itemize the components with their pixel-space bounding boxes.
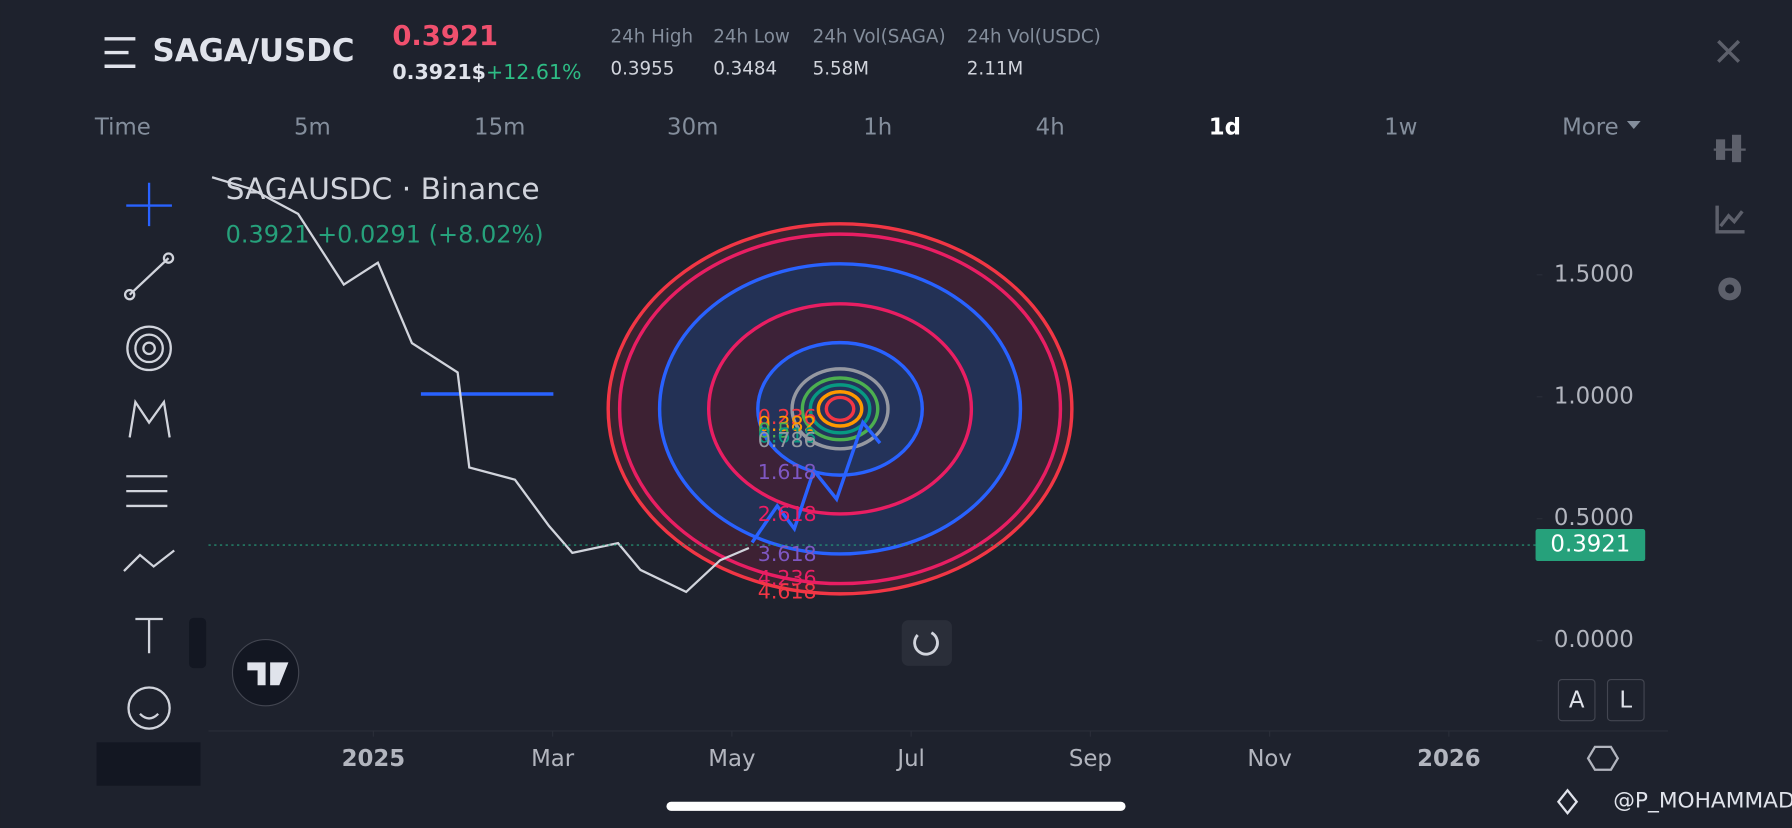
last-price-tag bbox=[1535, 529, 1646, 562]
scale-button[interactable] bbox=[1557, 678, 1596, 722]
x-tick-label: Mar bbox=[531, 746, 575, 772]
fib-label: 4.236 bbox=[758, 566, 817, 590]
x-tick-label: Sep bbox=[1069, 746, 1112, 772]
pattern-line bbox=[750, 419, 882, 544]
price-line bbox=[211, 176, 750, 594]
toolbar[interactable] bbox=[123, 182, 175, 730]
chart-subtitle: 0.3921 +0.0291 (+8.02%) bbox=[226, 220, 544, 248]
y-tick-label: 1.5000 bbox=[1554, 261, 1634, 287]
stat-label: 24h Low bbox=[713, 27, 790, 48]
stat-label: 24h Vol(USDC) bbox=[967, 27, 1101, 48]
scale-button-label: A bbox=[1569, 688, 1585, 714]
fib-label: 2.618 bbox=[758, 502, 817, 526]
stat-label: 24h Vol(SAGA) bbox=[813, 27, 946, 48]
timeframe-tab[interactable]: 30m bbox=[667, 114, 718, 140]
y-tick-label: 1.0000 bbox=[1554, 383, 1634, 409]
timeframe-tab[interactable]: More bbox=[1562, 114, 1619, 140]
close-button[interactable] bbox=[1717, 39, 1741, 63]
timeframe-tab[interactable]: 1d bbox=[1209, 114, 1241, 140]
reset-button[interactable] bbox=[901, 620, 952, 666]
fib-label: 0.5 bbox=[758, 419, 791, 443]
timeframe-tab[interactable]: 1h bbox=[863, 114, 892, 140]
reset-icon bbox=[913, 631, 939, 656]
fib-label: 3.618 bbox=[758, 542, 817, 566]
fib-label: 0.618 bbox=[758, 423, 817, 447]
stat-value: 5.58M bbox=[813, 59, 869, 80]
watermark: @P_MOHAMMAD bbox=[1613, 789, 1792, 814]
pair-title: SAGA/USDC bbox=[153, 33, 355, 69]
fib-label: 0.382 bbox=[758, 412, 817, 436]
timeframe-tab[interactable]: 15m bbox=[474, 114, 525, 140]
fib-label: 0.236 bbox=[758, 405, 817, 429]
more-arrow bbox=[1626, 121, 1641, 130]
scale-button[interactable] bbox=[1606, 678, 1645, 722]
collapse-toolbar[interactable] bbox=[189, 617, 207, 669]
settings-icon[interactable] bbox=[1586, 745, 1620, 771]
scale-button-label: L bbox=[1619, 688, 1632, 714]
menu-icon[interactable] bbox=[104, 37, 136, 68]
price-usd: 0.3921$ bbox=[392, 60, 486, 84]
fib-label: 0.786 bbox=[758, 428, 817, 452]
stat-value: 2.11M bbox=[967, 59, 1023, 80]
tv-logo[interactable] bbox=[231, 638, 300, 707]
right-icons[interactable] bbox=[1713, 134, 1746, 301]
x-tick-label: 2025 bbox=[342, 746, 406, 772]
timeframe-tab[interactable]: 1w bbox=[1384, 114, 1417, 140]
timeframe-tab: Time bbox=[94, 114, 151, 140]
x-tick-label: May bbox=[708, 746, 755, 772]
fib-circles bbox=[606, 222, 1074, 596]
price: 0.3921 bbox=[392, 21, 498, 52]
last-price-label: 0.3921 bbox=[1550, 532, 1630, 558]
change: +12.61% bbox=[486, 60, 582, 84]
y-tick-label: 0.0000 bbox=[1554, 627, 1634, 653]
stat-label: 24h High bbox=[610, 27, 693, 48]
x-tick-label: Jul bbox=[895, 746, 925, 772]
stat-value: 0.3484 bbox=[713, 59, 777, 80]
stat-value: 0.3955 bbox=[610, 59, 674, 80]
timeframe-tab[interactable]: 5m bbox=[294, 114, 331, 140]
fib-label: 1.618 bbox=[758, 460, 817, 484]
chart-title: SAGAUSDC · Binance bbox=[226, 172, 540, 207]
home-indicator bbox=[666, 801, 1126, 811]
y-tick-label: 0.5000 bbox=[1554, 505, 1634, 531]
timeframe-tab[interactable]: 4h bbox=[1036, 114, 1065, 140]
fib-label: 4.618 bbox=[758, 580, 817, 604]
toolbar-footer bbox=[96, 742, 201, 786]
watermark-icon bbox=[1556, 788, 1579, 815]
x-tick-label: 2026 bbox=[1417, 746, 1481, 772]
x-tick-label: Nov bbox=[1247, 746, 1292, 772]
